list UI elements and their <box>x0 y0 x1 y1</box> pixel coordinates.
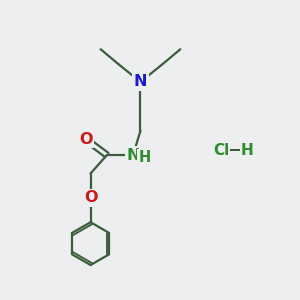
Text: H: H <box>241 142 254 158</box>
Text: H: H <box>138 150 151 165</box>
Text: O: O <box>84 190 97 206</box>
Text: N: N <box>126 148 140 163</box>
Text: O: O <box>79 132 93 147</box>
Text: N: N <box>134 74 147 89</box>
Text: Cl: Cl <box>213 142 230 158</box>
